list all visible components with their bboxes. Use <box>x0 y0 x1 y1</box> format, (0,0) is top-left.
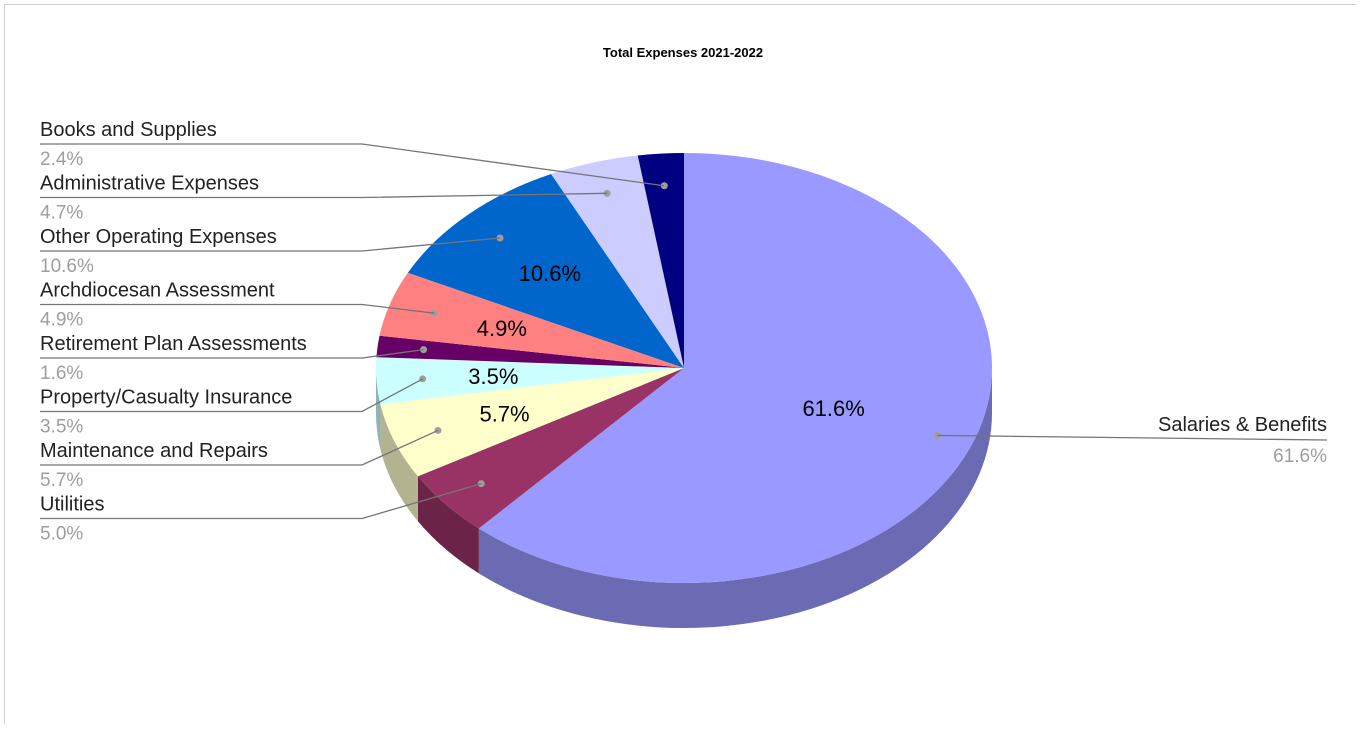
pct-4: 1.6% <box>40 363 83 384</box>
leader-line-0 <box>937 434 1328 441</box>
pct-6: 10.6% <box>40 256 94 277</box>
pie-slices <box>375 153 993 583</box>
label-1: Utilities <box>40 494 104 516</box>
slice-2 <box>380 368 684 477</box>
label-4: Retirement Plan Assessments <box>40 333 307 355</box>
value-label-2: 5.7% <box>479 402 529 427</box>
slice-3 <box>375 357 684 405</box>
slice-0 <box>478 153 993 583</box>
slice-7 <box>551 155 684 368</box>
pie-side-walls <box>376 368 992 628</box>
chart-frame <box>4 4 1356 724</box>
pct-1: 5.0% <box>40 524 83 545</box>
leader-line-2 <box>40 429 439 466</box>
label-3: Property/Casualty Insurance <box>40 387 292 409</box>
label-8: Books and Supplies <box>40 119 217 141</box>
leader-line-1 <box>40 482 482 520</box>
slice-side-0 <box>478 368 992 628</box>
value-label-6: 10.6% <box>519 261 581 286</box>
slice-4 <box>376 335 684 368</box>
pct-8: 2.4% <box>40 149 83 170</box>
slice-1 <box>417 368 684 529</box>
slice-side-2 <box>380 404 418 522</box>
slice-side-1 <box>417 476 479 574</box>
pct-2: 5.7% <box>40 470 83 491</box>
chart-title: Total Expenses 2021-2022 <box>603 45 763 60</box>
slice-5 <box>379 272 684 368</box>
value-label-0: 61.6% <box>802 396 864 421</box>
label-6: Other Operating Expenses <box>40 226 277 248</box>
label-0: Salaries & Benefits <box>1158 414 1327 436</box>
pct-7: 4.7% <box>40 203 83 224</box>
slice-8 <box>637 153 684 368</box>
value-label-5: 4.9% <box>477 316 527 341</box>
leader-line-5 <box>40 303 435 314</box>
leader-line-8 <box>40 143 665 187</box>
callout-labels: Salaries & Benefits 61.6% Utilities 5.0% Mai… <box>40 119 1327 545</box>
callout-leaders <box>40 143 1328 520</box>
label-7: Administrative Expenses <box>40 173 259 195</box>
label-2: Maintenance and Repairs <box>40 440 268 462</box>
pct-0: 61.6% <box>1273 446 1327 467</box>
pct-5: 4.9% <box>40 310 83 331</box>
pct-3: 3.5% <box>40 417 83 438</box>
value-label-3: 3.5% <box>468 364 518 389</box>
leader-line-7 <box>40 192 608 199</box>
slice-side-3 <box>376 368 381 450</box>
leader-line-6 <box>40 237 501 252</box>
slice-6 <box>407 174 684 368</box>
leader-line-3 <box>40 378 423 413</box>
label-5: Archdiocesan Assessment <box>40 280 275 302</box>
leader-line-4 <box>40 349 424 359</box>
slice-value-labels: 61.6% 5.7% 3.5% 4.9% 10.6% <box>468 261 865 426</box>
